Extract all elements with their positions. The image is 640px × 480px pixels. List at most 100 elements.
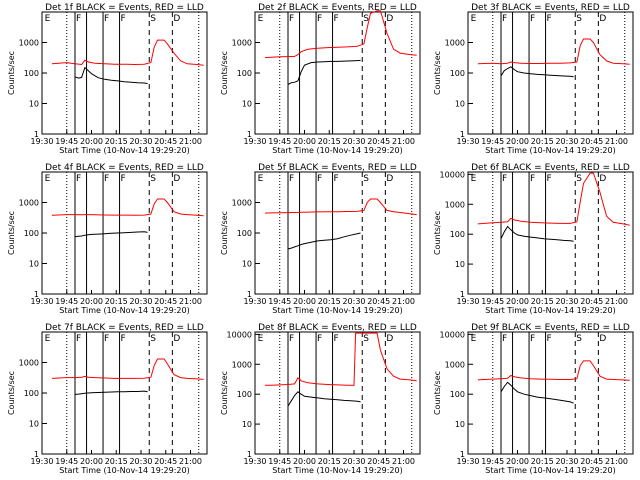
event-marker: F: [104, 174, 109, 184]
y-tick-label: 100: [450, 69, 465, 78]
x-tick-label: 20:45: [580, 297, 603, 306]
event-marker: E: [471, 14, 477, 24]
x-tick-label: 20:00: [293, 457, 316, 466]
y-tick-label: 1000: [232, 199, 252, 208]
event-marker: F: [334, 174, 339, 184]
event-marker: F: [76, 14, 81, 24]
y-tick-label: 10: [242, 100, 252, 109]
x-tick-label: 20:30: [342, 297, 365, 306]
x-tick-label: 19:45: [481, 297, 504, 306]
x-tick-label: 21:00: [179, 297, 202, 306]
event-marker: F: [530, 174, 535, 184]
x-tick-label: 19:45: [481, 457, 504, 466]
x-tick-label: 20:30: [342, 457, 365, 466]
panel-9: Det 9f BLACK = Events, RED = LLD 1 10 100 10…: [433, 323, 634, 475]
x-tick-label: 20:15: [318, 297, 341, 306]
event-marker: D: [386, 174, 393, 184]
event-marker: F: [104, 334, 109, 344]
y-axis-label: Counts/sec: [433, 51, 442, 95]
x-tick-label: 19:45: [55, 297, 78, 306]
y-tick-label: 1: [460, 290, 465, 299]
x-tick-label: 19:45: [268, 297, 291, 306]
panel-title: Det 1f BLACK = Events, RED = LLD: [45, 3, 204, 13]
x-tick-label: 20:00: [506, 457, 529, 466]
x-tick-label: 20:30: [555, 457, 578, 466]
panel-6: Det 6f BLACK = Events, RED = LLD 1 10 100 10…: [433, 163, 634, 315]
y-tick-label: 10: [242, 420, 252, 429]
lld-series-line: [51, 358, 204, 380]
events-series-line: [500, 66, 574, 78]
event-marker: F: [289, 174, 294, 184]
y-tick-label: 10: [455, 420, 465, 429]
x-tick-label: 20:15: [531, 297, 554, 306]
event-marker: E: [45, 14, 51, 24]
x-tick-label: 21:00: [179, 137, 202, 146]
x-tick-label: 20:30: [555, 297, 578, 306]
y-tick-label: 10000: [440, 330, 465, 339]
event-marker: F: [76, 334, 81, 344]
x-tick-label: 21:00: [392, 457, 415, 466]
y-tick-label: 100: [237, 390, 252, 399]
y-axis-label: Counts/sec: [433, 211, 442, 255]
y-tick-label: 100: [24, 229, 39, 238]
x-tick-label: 20:00: [80, 457, 103, 466]
x-tick-label: 19:30: [243, 457, 266, 466]
x-tick-label: 20:00: [506, 137, 529, 146]
event-marker: S: [576, 14, 582, 24]
panel-3: Det 3f BLACK = Events, RED = LLD 1 10 100 10…: [433, 3, 634, 155]
y-axis-label: Counts/sec: [433, 371, 442, 415]
x-tick-label: 19:30: [456, 137, 479, 146]
x-axis-label: Start Time (10-Nov-14 19:29:20): [59, 146, 189, 155]
y-tick-label: 1: [34, 450, 39, 459]
x-tick-label: 20:00: [80, 297, 103, 306]
panel-8: Det 8f BLACK = Events, RED = LLD 1 10 100 10…: [220, 323, 421, 475]
event-marker: F: [76, 174, 81, 184]
x-tick-label: 20:30: [129, 137, 152, 146]
x-tick-label: 21:00: [392, 137, 415, 146]
y-tick-label: 1000: [19, 359, 39, 368]
event-marker: E: [45, 334, 51, 344]
event-marker: F: [502, 174, 507, 184]
y-tick-label: 1000: [19, 199, 39, 208]
event-marker: F: [502, 334, 507, 344]
x-tick-label: 20:15: [318, 457, 341, 466]
x-tick-label: 20:30: [342, 137, 365, 146]
panel-title: Det 7f BLACK = Events, RED = LLD: [45, 323, 204, 333]
panel-7: Det 7f BLACK = Events, RED = LLD 1 10 100 10…: [7, 323, 208, 475]
event-marker: F: [530, 14, 535, 24]
events-series-line: [287, 232, 361, 250]
event-marker: F: [289, 334, 294, 344]
x-axis-label: Start Time (10-Nov-14 19:29:20): [485, 306, 615, 315]
x-tick-label: 19:30: [30, 137, 53, 146]
panel-5: Det 5f BLACK = Events, RED = LLD 1 10 100 10…: [220, 163, 421, 315]
events-series-line: [500, 381, 574, 404]
x-tick-label: 21:00: [605, 137, 628, 146]
lld-series-line: [477, 172, 630, 226]
y-tick-label: 1: [460, 130, 465, 139]
event-marker: S: [363, 334, 369, 344]
event-marker: D: [599, 334, 606, 344]
event-marker: F: [547, 14, 552, 24]
y-tick-label: 10000: [440, 170, 465, 179]
event-marker: D: [173, 14, 180, 24]
events-series-line: [500, 225, 574, 242]
x-tick-label: 20:45: [367, 137, 390, 146]
event-marker: E: [258, 174, 264, 184]
x-tick-label: 20:15: [105, 137, 128, 146]
event-marker: E: [45, 174, 51, 184]
x-axis-label: Start Time (10-Nov-14 19:29:20): [485, 146, 615, 155]
x-axis-label: Start Time (10-Nov-14 19:29:20): [59, 306, 189, 315]
event-marker: E: [258, 14, 264, 24]
x-tick-label: 21:00: [605, 457, 628, 466]
panel-title: Det 4f BLACK = Events, RED = LLD: [45, 163, 204, 173]
y-axis-label: Counts/sec: [220, 211, 229, 255]
event-marker: F: [289, 14, 294, 24]
event-marker: E: [471, 334, 477, 344]
event-marker: F: [317, 14, 322, 24]
event-marker: F: [317, 174, 322, 184]
y-tick-label: 10: [29, 420, 39, 429]
event-marker: S: [150, 174, 156, 184]
x-axis-label: Start Time (10-Nov-14 19:29:20): [485, 466, 615, 475]
y-axis-label: Counts/sec: [220, 51, 229, 95]
